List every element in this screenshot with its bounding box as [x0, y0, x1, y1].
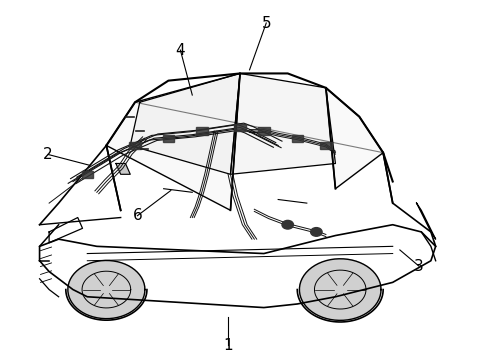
Bar [258, 127, 270, 135]
Text: 4: 4 [176, 42, 185, 57]
Bar [163, 135, 174, 142]
Bar [320, 142, 332, 149]
Bar [234, 124, 246, 131]
Bar [129, 142, 141, 149]
Circle shape [282, 220, 293, 229]
Text: 1: 1 [223, 338, 233, 353]
Circle shape [311, 228, 322, 236]
Bar [82, 171, 93, 178]
Polygon shape [326, 88, 383, 189]
Text: 5: 5 [262, 16, 271, 30]
Polygon shape [300, 259, 381, 321]
Polygon shape [116, 163, 130, 174]
Bar [196, 127, 207, 135]
Polygon shape [68, 261, 145, 319]
Text: 3: 3 [414, 259, 424, 274]
Bar [291, 135, 303, 142]
Polygon shape [130, 73, 240, 174]
Polygon shape [107, 73, 240, 210]
Polygon shape [230, 73, 336, 174]
Text: 6: 6 [132, 208, 142, 223]
Text: 2: 2 [43, 147, 53, 162]
